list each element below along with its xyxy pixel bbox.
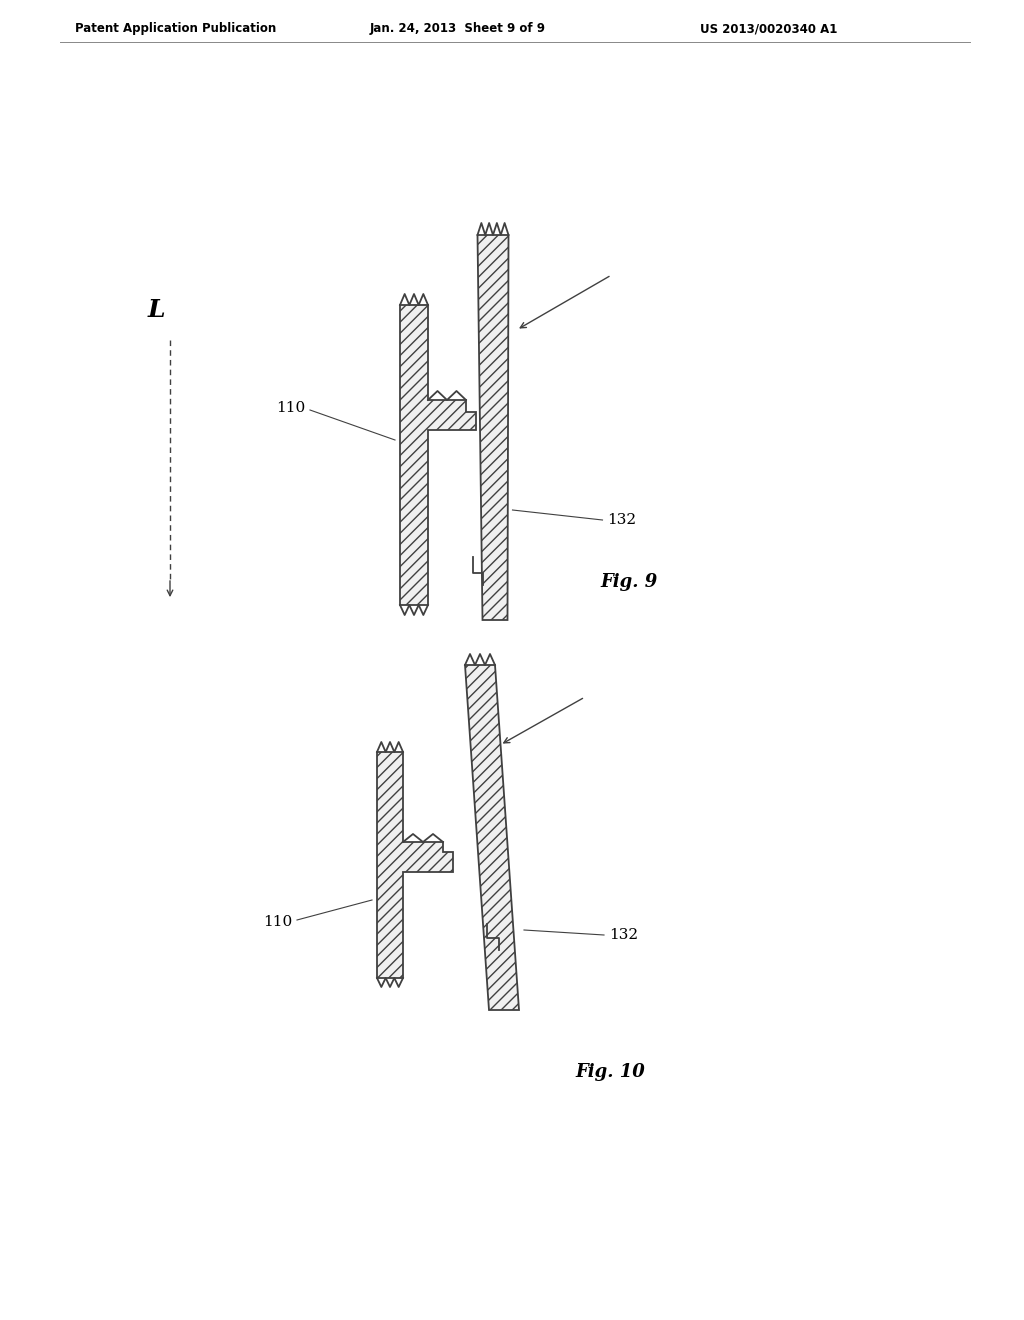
Text: L: L xyxy=(148,298,166,322)
Text: US 2013/0020340 A1: US 2013/0020340 A1 xyxy=(700,22,838,36)
Text: Patent Application Publication: Patent Application Publication xyxy=(75,22,276,36)
Text: 110: 110 xyxy=(275,401,305,414)
Polygon shape xyxy=(377,752,453,978)
Polygon shape xyxy=(465,665,519,1010)
Polygon shape xyxy=(400,305,476,605)
Text: 132: 132 xyxy=(609,928,638,942)
Text: Fig. 9: Fig. 9 xyxy=(600,573,657,591)
Text: Fig. 10: Fig. 10 xyxy=(575,1063,645,1081)
Text: 110: 110 xyxy=(263,915,292,929)
Text: Jan. 24, 2013  Sheet 9 of 9: Jan. 24, 2013 Sheet 9 of 9 xyxy=(370,22,546,36)
Polygon shape xyxy=(477,235,509,620)
Text: 132: 132 xyxy=(607,513,637,527)
